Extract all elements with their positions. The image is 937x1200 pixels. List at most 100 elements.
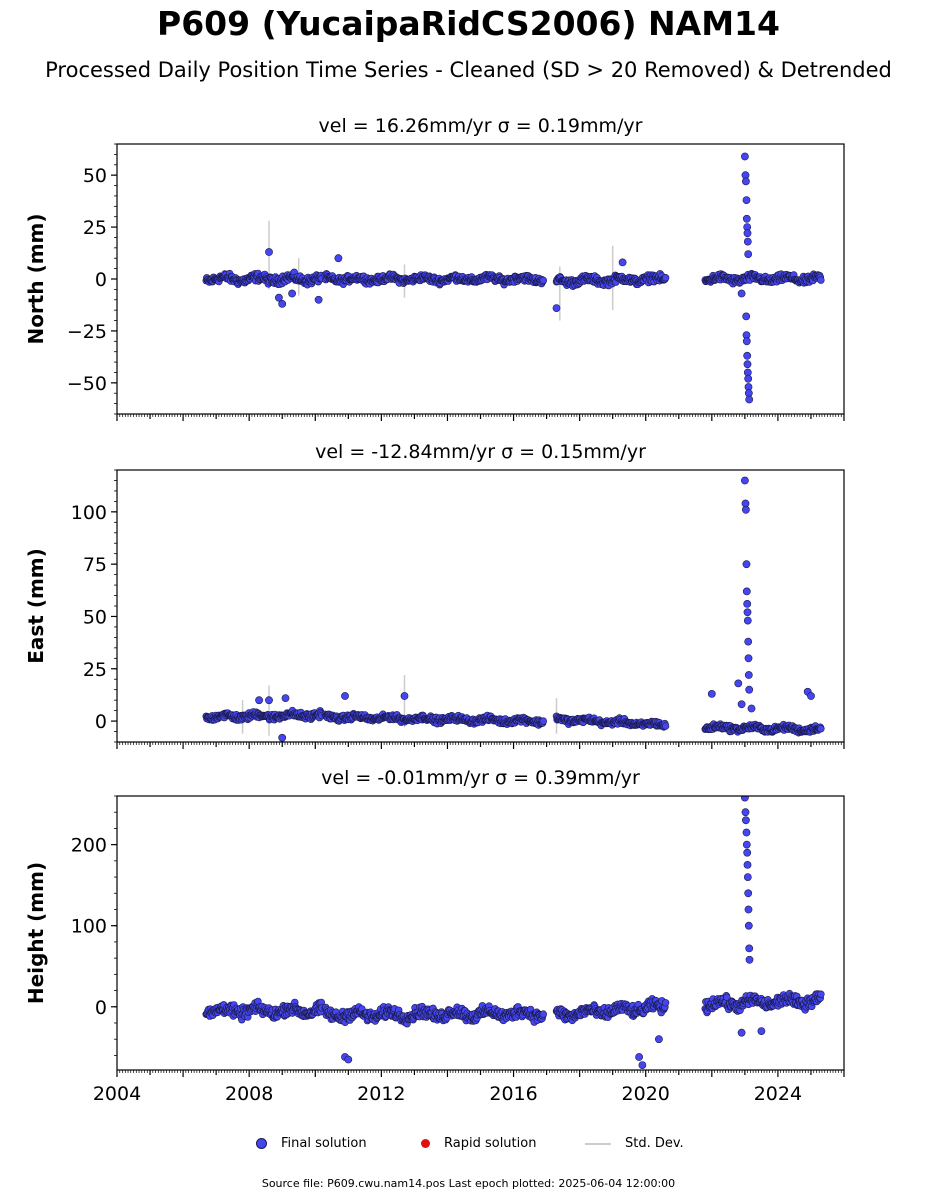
- outlier-point: [744, 671, 753, 679]
- data-point: [817, 990, 825, 998]
- outlier-point: [741, 796, 749, 802]
- panel-2: 0 100 200 2004 2008 2012 2016 2020 2024 vel = -0.…: [24, 767, 845, 1105]
- outlier-point: [265, 248, 273, 256]
- outlier-point: [745, 395, 754, 404]
- outlier-point: [807, 692, 815, 700]
- outlier-point: [743, 351, 752, 360]
- outlier-point: [742, 587, 751, 596]
- legend-std-label: Std. Dev.: [625, 1136, 684, 1151]
- outlier-point: [743, 848, 752, 857]
- outlier-point: [655, 1035, 663, 1044]
- outlier-point: [552, 304, 561, 312]
- chart-main-title: P609 (YucaipaRidCS2006) NAM14: [157, 4, 780, 43]
- outlier-point: [742, 177, 750, 186]
- outlier-point: [742, 840, 751, 849]
- outlier-point: [314, 295, 323, 304]
- outlier-point: [274, 293, 283, 302]
- y-axis-label: East (mm): [24, 548, 48, 664]
- outlier-point: [742, 828, 751, 837]
- outlier-point: [737, 1028, 746, 1037]
- outlier-point: [743, 616, 752, 625]
- outlier-point: [743, 237, 752, 246]
- legend-final-label: Final solution: [281, 1136, 367, 1151]
- outlier-point: [744, 905, 753, 914]
- outlier-point: [341, 692, 349, 700]
- y-tick-label: 100: [71, 502, 107, 524]
- legend: Final solution Rapid solution Std. Dev.: [0, 1136, 937, 1158]
- legend-final: Final solution: [256, 1136, 367, 1151]
- plot-frame-2: [116, 795, 845, 1071]
- y-tick-label: 0: [95, 269, 107, 291]
- outlier-point: [255, 696, 263, 705]
- x-tick-label: 2004: [93, 1083, 141, 1105]
- outlier-point: [744, 921, 753, 930]
- outlier-point: [742, 505, 750, 514]
- y-tick-label: 0: [95, 711, 107, 733]
- data-point: [539, 276, 547, 285]
- outlier-point: [742, 312, 751, 321]
- data-point: [723, 993, 731, 1002]
- x-tick-label: 2020: [622, 1083, 670, 1105]
- y-tick-label: 25: [83, 659, 107, 681]
- y-tick-label: 50: [83, 606, 107, 628]
- plot-area-1: [202, 476, 825, 742]
- chart-subtitle: Processed Daily Position Time Series - C…: [45, 58, 892, 82]
- outlier-point: [742, 214, 751, 223]
- x-tick-label: 2008: [225, 1083, 273, 1105]
- outlier-point: [744, 637, 753, 646]
- outlier-point: [743, 229, 752, 238]
- outlier-point: [288, 289, 296, 298]
- outlier-point: [743, 861, 752, 869]
- panel-title: vel = -0.01mm/yr σ = 0.39mm/yr: [321, 767, 640, 789]
- y-tick-label: 50: [83, 165, 107, 187]
- outlier-point: [744, 374, 753, 383]
- outlier-point: [745, 685, 754, 694]
- panel-title: vel = 16.26mm/yr σ = 0.19mm/yr: [319, 115, 643, 137]
- outlier-point: [334, 254, 343, 263]
- panel-title: vel = -12.84mm/yr σ = 0.15mm/yr: [315, 441, 646, 463]
- outlier-point: [744, 250, 753, 258]
- plot-area-0: [202, 152, 825, 404]
- outlier-point: [745, 955, 754, 964]
- plot-frame-1: [116, 469, 845, 743]
- outlier-point: [734, 679, 743, 688]
- source-footer: Source file: P609.cwu.nam14.pos Last epo…: [261, 1177, 676, 1190]
- data-point: [539, 1010, 547, 1018]
- outlier-point: [737, 700, 746, 709]
- data-point: [661, 999, 670, 1007]
- y-tick-label: 75: [83, 554, 107, 576]
- data-point: [539, 717, 547, 725]
- data-point: [817, 276, 825, 284]
- y-axis-label: Height (mm): [24, 862, 48, 1004]
- timeseries-plots: −50 −25 0 25 50 vel = 16.26mm/yr σ = 0.19mm/y…: [24, 115, 845, 1105]
- legend-std: Std. Dev.: [585, 1136, 684, 1151]
- outlier-point: [742, 337, 751, 346]
- outlier-point: [278, 733, 287, 742]
- panel-0: −50 −25 0 25 50 vel = 16.26mm/yr σ = 0.19mm/y…: [24, 115, 845, 421]
- outlier-point: [743, 600, 752, 608]
- y-tick-label: 0: [95, 997, 107, 1019]
- outlier-point: [638, 1061, 647, 1069]
- outlier-point: [707, 690, 716, 698]
- x-tick-label: 2024: [754, 1083, 802, 1105]
- outlier-point: [265, 696, 273, 705]
- outlier-point: [745, 944, 754, 953]
- outlier-point: [744, 654, 753, 663]
- outlier-point: [742, 196, 751, 204]
- panel-1: 0 25 50 75 100 vel = -12.84mm/yr σ = 0.15mm/y…: [24, 441, 845, 749]
- outlier-point: [281, 694, 290, 702]
- legend-rapid-marker: [421, 1139, 430, 1148]
- data-point: [661, 722, 670, 730]
- legend-std-line: [585, 1142, 611, 1145]
- outlier-point: [742, 560, 751, 569]
- x-tick-label: 2016: [489, 1083, 537, 1105]
- y-tick-label: 200: [71, 835, 107, 857]
- legend-rapid: Rapid solution: [421, 1136, 536, 1151]
- outlier-point: [757, 1027, 766, 1035]
- outlier-point: [741, 808, 750, 817]
- outlier-point: [741, 152, 749, 161]
- y-tick-label: 100: [71, 916, 107, 938]
- outlier-point: [400, 692, 409, 700]
- outlier-point: [635, 1053, 643, 1061]
- outlier-point: [743, 360, 752, 369]
